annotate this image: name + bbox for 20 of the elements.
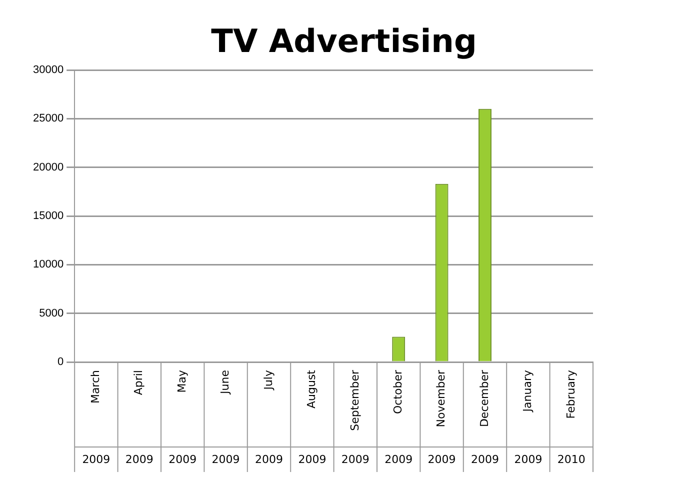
y-tick-label: 5000 [39, 307, 64, 320]
category-label: December 2009 [471, 370, 499, 466]
category-label: February 2010 [557, 370, 586, 466]
y-tick-label: 0 [57, 356, 64, 368]
category-label: January 2009 [514, 370, 542, 466]
category-label: April 2009 [125, 370, 154, 466]
y-tick-label: 30000 [32, 64, 64, 76]
category-label: March 2009 [82, 370, 110, 466]
y-tick-label: 20000 [32, 161, 64, 174]
category-label: August 2009 [298, 370, 326, 466]
y-tick-label: 25000 [32, 112, 64, 125]
category-label: September 2009 [341, 370, 370, 466]
category-label: May 2009 [168, 370, 197, 466]
category-label: October 2009 [384, 370, 413, 466]
y-tick-label: 10000 [32, 258, 64, 271]
category-label: July 2009 [254, 370, 283, 466]
category-label: November 2009 [428, 370, 456, 466]
category-label: June 2009 [212, 370, 240, 466]
y-tick-label: 15000 [32, 210, 64, 222]
chart-title: TV Advertising [210, 22, 478, 60]
